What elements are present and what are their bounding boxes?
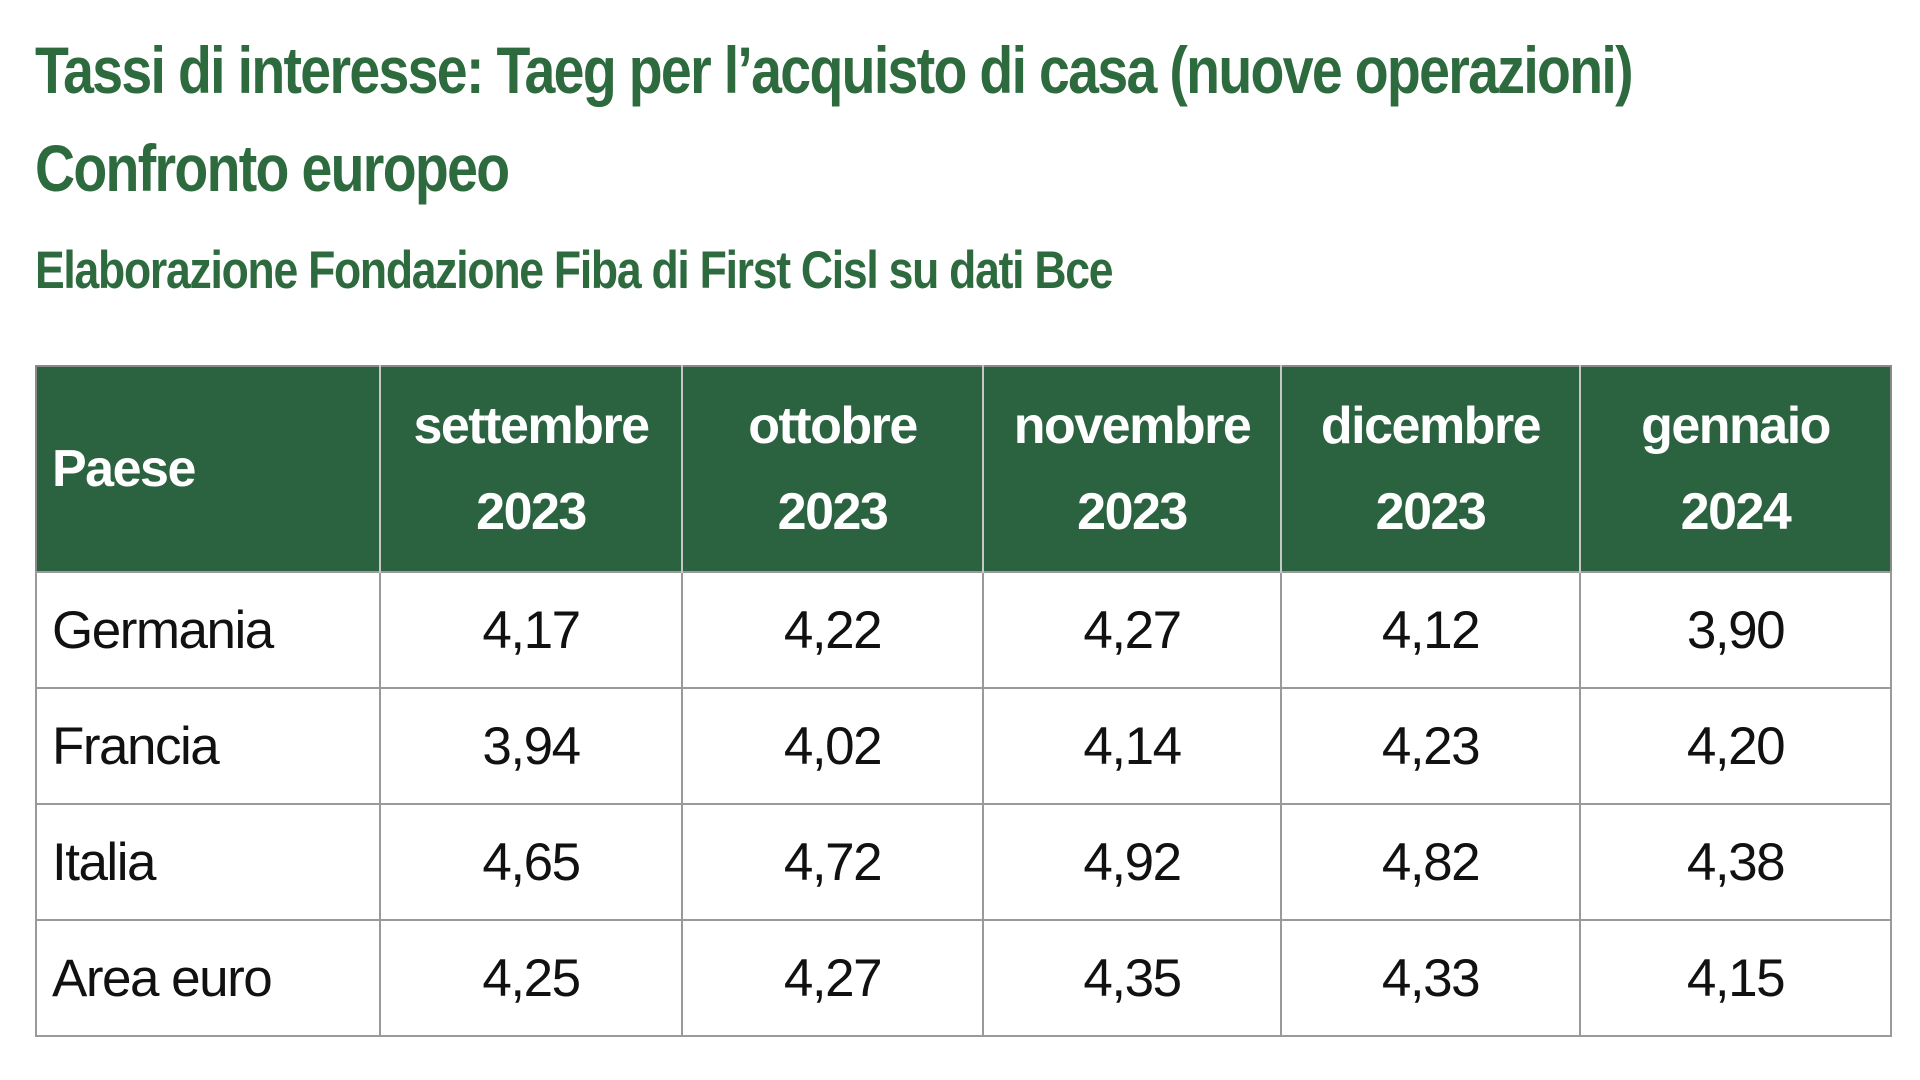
page-subtitle: Elaborazione Fondazione Fiba di First Ci… [35,241,1114,300]
rate-cell: 4,92 [982,803,1282,921]
table-row: Francia 3,94 4,02 4,14 4,23 4,20 [35,687,1892,805]
page-title-second-line: Confronto europeo [35,131,510,205]
column-header-month-name: dicembre [1320,397,1542,455]
rate-cell: 4,20 [1579,687,1892,805]
country-cell: Germania [35,571,381,689]
rate-cell: 3,94 [379,687,683,805]
rate-cell: 4,15 [1579,919,1892,1037]
column-header-month: settembre 2023 [379,366,682,572]
rate-cell: 4,33 [1280,919,1581,1037]
column-header-year: 2024 [1680,483,1792,541]
rate-cell: 3,90 [1579,571,1892,689]
column-header-month: dicembre 2023 [1280,366,1580,572]
header-row: Paese settembre 2023 ottobre 2023 novemb… [36,366,1891,572]
page-title: Tassi di interesse: Taeg per l’acquisto … [35,33,1634,107]
rate-cell: 4,14 [982,687,1282,805]
column-header-country: Paese [36,366,380,572]
rate-cell: 4,82 [1280,803,1581,921]
column-header-month-name: ottobre [748,397,918,455]
rate-cell: 4,02 [681,687,984,805]
rate-cell: 4,23 [1280,687,1581,805]
column-header-month-name: settembre [413,397,650,455]
column-header-year: 2023 [1077,483,1188,541]
column-header-month: gennaio 2024 [1579,366,1891,572]
rate-cell: 4,22 [681,571,984,689]
table-row: Germania 4,17 4,22 4,27 4,12 3,90 [35,571,1892,689]
column-header-year: 2023 [476,483,587,541]
country-cell: Area euro [35,919,381,1037]
rates-table-container: Paese settembre 2023 ottobre 2023 novemb… [35,365,1892,1037]
table-row: Italia 4,65 4,72 4,92 4,82 4,38 [35,803,1892,921]
country-cell: Italia [35,803,381,921]
rate-cell: 4,65 [379,803,683,921]
column-header-month-name: novembre [1013,397,1252,455]
rate-cell: 4,35 [982,919,1282,1037]
rate-cell: 4,25 [379,919,683,1037]
country-cell: Francia [35,687,381,805]
rate-cell: 4,72 [681,803,984,921]
rate-cell: 4,38 [1579,803,1892,921]
column-header-year: 2023 [1375,483,1487,541]
column-header-year: 2023 [777,483,889,541]
table-header: Paese settembre 2023 ottobre 2023 novemb… [36,366,1891,572]
rate-cell: 4,17 [379,571,683,689]
rates-table: Paese settembre 2023 ottobre 2023 novemb… [35,365,1892,1037]
column-header-month-name: gennaio [1641,397,1831,455]
column-header-month: ottobre 2023 [681,366,983,572]
table-body: Germania 4,17 4,22 4,27 4,12 3,90 Franci… [35,571,1892,1037]
rate-cell: 4,12 [1280,571,1581,689]
table-row: Area euro 4,25 4,27 4,35 4,33 4,15 [35,919,1892,1037]
rate-cell: 4,27 [681,919,984,1037]
column-header-month: novembre 2023 [982,366,1281,572]
rate-cell: 4,27 [982,571,1282,689]
